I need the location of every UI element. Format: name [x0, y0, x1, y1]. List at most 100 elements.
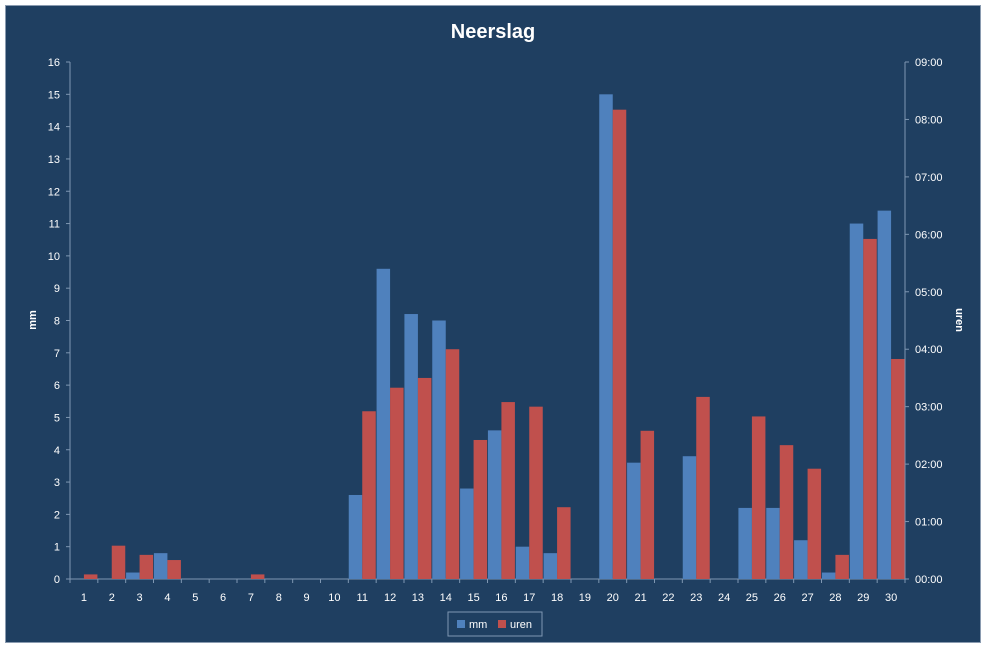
- x-tick-label: 23: [690, 592, 702, 604]
- y2-tick-label: 00:00: [915, 574, 943, 586]
- legend: mm uren: [447, 611, 543, 637]
- bar-uren: [891, 358, 905, 579]
- bar-uren: [167, 560, 181, 579]
- x-tick-label: 30: [885, 592, 897, 604]
- y2-tick-label: 07:00: [915, 172, 943, 184]
- bar-mm: [432, 320, 446, 579]
- x-tick-label: 3: [137, 592, 143, 604]
- x-tick-label: 8: [276, 592, 282, 604]
- y-tick-label: 3: [54, 477, 60, 489]
- x-tick-label: 7: [248, 592, 254, 604]
- bars: [83, 94, 905, 579]
- bar-mm: [487, 430, 502, 579]
- x-tick-label: 11: [357, 592, 368, 604]
- y2-tick-label: 03:00: [915, 402, 943, 414]
- bar-uren: [139, 554, 154, 579]
- bar-uren: [445, 349, 460, 579]
- bar-uren: [751, 416, 766, 579]
- y-tick-label: 12: [48, 186, 60, 198]
- y-tick-label: 10: [48, 251, 60, 263]
- chart-title: Neerslag: [451, 21, 536, 43]
- x-tick-label: 26: [774, 592, 786, 604]
- axes: [66, 61, 909, 583]
- bar-uren: [111, 545, 126, 579]
- y-tick-label: 6: [54, 380, 60, 392]
- x-tick-label: 19: [579, 592, 591, 604]
- legend-label-mm: mm: [469, 619, 487, 631]
- x-tick-label: 17: [523, 592, 535, 604]
- y2-tick-labels: 00:00 01:00 02:00 03:00 04:00 05:00 06:00 07:00…: [915, 57, 943, 586]
- y-tick-label: 4: [54, 445, 60, 457]
- x-tick-label: 9: [304, 592, 310, 604]
- x-tick-label: 4: [164, 592, 170, 604]
- bar-mm: [515, 546, 530, 579]
- y-tick-label: 7: [54, 348, 60, 360]
- x-tick-labels: 1 2 3 4 5 6 7 8 9 10 11 12 13 14 15 16 17 18 19 20 21 22 23 24 2…: [81, 592, 897, 604]
- bar-mm: [682, 456, 697, 579]
- x-tick-label: 16: [495, 592, 507, 604]
- bar-mm: [599, 94, 613, 579]
- bar-mm: [348, 494, 363, 579]
- bar-mm: [543, 553, 558, 579]
- bar-mm: [794, 540, 808, 579]
- y-tick-label: 0: [54, 574, 60, 586]
- bar-mm: [877, 210, 892, 579]
- bar-uren: [807, 468, 822, 579]
- x-tick-label: 18: [551, 592, 563, 604]
- y-axis-label: mm: [27, 310, 39, 330]
- legend-label-uren: uren: [510, 619, 532, 631]
- bar-mm: [404, 314, 418, 579]
- bar-uren: [640, 430, 655, 579]
- bar-mm: [376, 268, 391, 579]
- x-tick-label: 27: [801, 592, 813, 604]
- bar-uren: [501, 402, 515, 579]
- x-tick-label: 2: [109, 592, 115, 604]
- bar-mm: [738, 507, 752, 579]
- y2-tick-label: 05:00: [915, 287, 943, 299]
- x-tick-label: 14: [440, 592, 452, 604]
- bar-uren: [473, 439, 488, 579]
- y-tick-label: 13: [48, 154, 60, 166]
- y-tick-label: 8: [54, 316, 60, 328]
- bar-mm: [821, 572, 836, 579]
- x-tick-label: 6: [220, 592, 226, 604]
- y-tick-label: 15: [48, 89, 60, 101]
- y-tick-label: 1: [54, 542, 60, 554]
- x-tick-label: 20: [607, 592, 619, 604]
- bar-uren: [696, 396, 710, 579]
- bar-uren: [390, 387, 404, 579]
- bar-uren: [779, 445, 794, 579]
- chart-frame: Neerslag mm uren 1 2 3 4 5 6 7 8 9 10 11 12 13 14 15 16…: [5, 5, 981, 643]
- y-tick-label: 16: [48, 57, 60, 69]
- y-tick-label: 9: [54, 283, 60, 295]
- y2-tick-label: 06:00: [915, 229, 943, 241]
- bar-uren: [417, 377, 432, 579]
- x-tick-label: 29: [857, 592, 869, 604]
- legend-swatch-mm: [457, 620, 465, 628]
- x-tick-label: 13: [412, 592, 424, 604]
- bar-uren: [250, 574, 265, 579]
- y-tick-label: 5: [54, 412, 60, 424]
- x-tick-label: 15: [467, 592, 479, 604]
- x-tick-label: 10: [328, 592, 340, 604]
- bar-uren: [529, 406, 543, 579]
- x-tick-label: 21: [634, 592, 646, 604]
- bar-mm: [153, 553, 168, 579]
- bar-mm: [627, 462, 641, 579]
- y-tick-label: 11: [49, 219, 60, 231]
- x-tick-label: 1: [81, 592, 87, 604]
- y2-tick-label: 02:00: [915, 459, 943, 471]
- bar-uren: [83, 574, 98, 579]
- bar-uren: [612, 109, 627, 579]
- bar-uren: [362, 411, 376, 579]
- y2-tick-label: 04:00: [915, 344, 943, 356]
- x-tick-label: 25: [746, 592, 758, 604]
- x-tick-label: 5: [192, 592, 198, 604]
- x-tick-label: 22: [662, 592, 674, 604]
- bar-uren: [863, 238, 877, 579]
- y-tick-label: 14: [48, 122, 60, 134]
- y2-tick-label: 08:00: [915, 114, 943, 126]
- y2-tick-label: 09:00: [915, 57, 943, 69]
- x-tick-label: 28: [829, 592, 841, 604]
